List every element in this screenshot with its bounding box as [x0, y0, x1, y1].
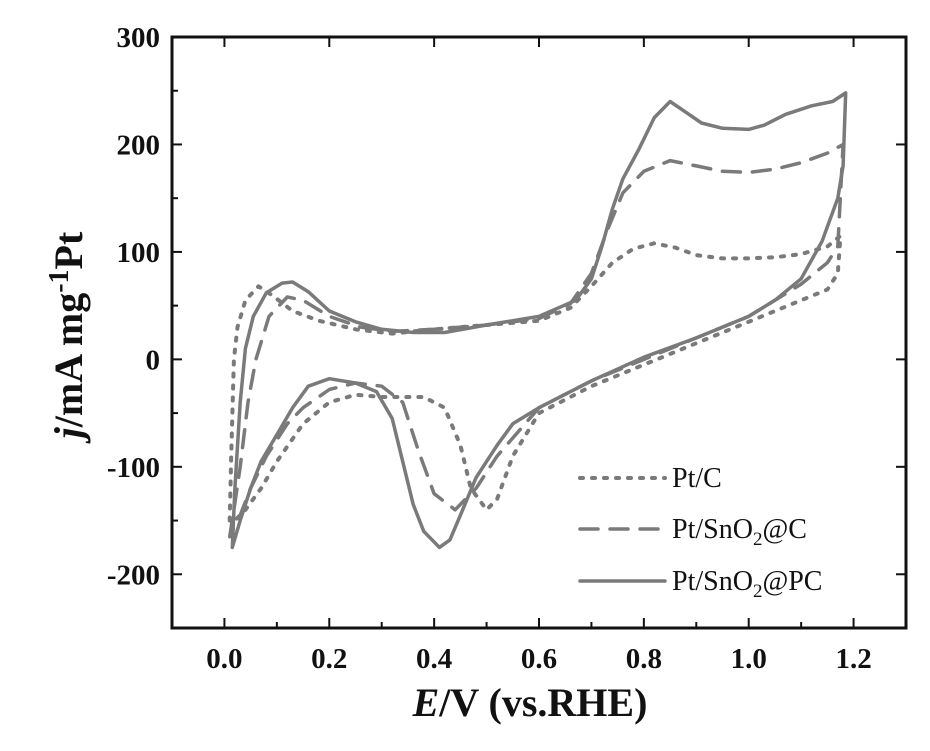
series-line-dotted	[230, 236, 841, 521]
x-tick-label: 1.0	[731, 643, 767, 675]
y-tick-label: 300	[117, 22, 161, 54]
x-tick-label: 0.0	[206, 643, 242, 675]
legend-label: Pt/C	[672, 463, 722, 494]
y-tick-label: 200	[117, 129, 161, 161]
legend-label: Pt/SnO2@C	[672, 514, 807, 550]
legend-label: Pt/SnO2@PC	[672, 566, 822, 602]
x-tick-label: 0.4	[416, 643, 452, 675]
x-tick-label: 1.2	[835, 643, 871, 675]
series-line-dashed	[230, 145, 843, 537]
y-tick-label: -200	[107, 559, 160, 591]
x-tick-label: 0.8	[626, 643, 662, 675]
x-tick-label: 0.6	[521, 643, 557, 675]
legend: Pt/C Pt/SnO2@C Pt/SnO2@PC	[580, 463, 822, 602]
y-tick-label: 100	[117, 237, 161, 269]
y-tick-label: 0	[146, 344, 161, 376]
x-axis-label: E/V (vs.RHE)	[412, 680, 648, 725]
series-layer	[230, 93, 846, 548]
y-tick-label: -100	[107, 452, 160, 484]
y-axis-label: j/mA mg-1Pt	[44, 231, 91, 444]
x-tick-label: 0.2	[311, 643, 347, 675]
